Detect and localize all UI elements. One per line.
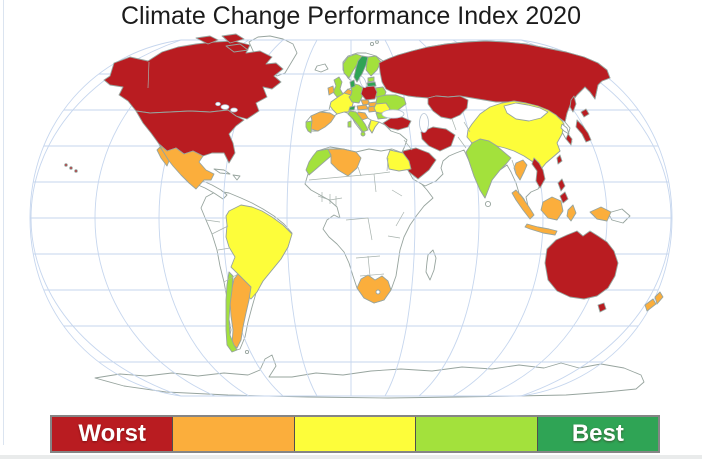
country-italy-sardinia [347,120,352,128]
country-philippines [557,178,566,192]
country-russia [378,40,611,123]
country-new-zealand-south [644,298,657,312]
country-indonesia-java [524,223,558,236]
country-japan-hokkaido [580,108,590,118]
country-indonesia-sulawesi [566,204,577,222]
country-greece [368,119,380,134]
country-vietnam [531,157,546,189]
landmass-svalbard2 [375,40,379,44]
country-brazil [225,204,293,300]
page-title: Climate Change Performance Index 2020 [121,2,581,30]
country-egypt [386,149,412,172]
landmass-svalbard [369,41,375,47]
internal-borders [147,61,517,283]
legend-bar: Worst Best [50,415,660,453]
country-thailand [513,159,528,181]
country-chile [225,271,238,353]
legend-segment-poor [173,417,295,451]
legend-best-label: Best [571,420,624,447]
landmass-cuba [213,168,231,175]
country-philippines-south [559,191,569,204]
landmass-falklands [244,349,250,355]
country-canada-arctic-islands [195,33,249,53]
sea-layer [215,75,429,133]
caspian-sea [419,113,429,133]
country-ireland [327,85,335,96]
country-italy [347,110,369,133]
country-denmark [349,79,356,89]
country-switzerland [348,105,356,111]
country-finland [365,55,382,77]
country-new-zealand-north [654,291,664,305]
landmass-mongolia [503,102,549,122]
great-lake-michigan [230,107,238,113]
country-usa-hawaii [64,163,68,167]
country-germany [348,83,364,104]
legend-segment-best: Best [537,417,659,451]
legend-segment-good [416,417,538,451]
great-lake-superior [220,104,230,110]
country-south-korea [565,133,573,146]
country-indonesia-papua [589,206,612,222]
country-indonesia-sumatra [511,189,535,220]
country-uk [332,76,344,98]
country-usa-hawaii [74,169,78,173]
great-lake-winnipeg [215,101,221,107]
country-taiwan [556,154,563,165]
baltic-sea [359,75,367,89]
country-mexico-baja [156,146,170,167]
landmass-sri-lanka [484,200,492,208]
landmass-lesotho [375,289,381,295]
landmass-north-korea [560,123,570,135]
landmass-madagascar [425,249,437,281]
black-sea [381,109,405,119]
legend-segment-medium [294,417,417,451]
country-layer [64,33,664,353]
country-australia-tasmania [597,302,607,313]
country-kazakhstan [427,95,469,120]
country-usa-hawaii [69,166,73,170]
landmass-antarctica [94,354,645,399]
country-spain [310,111,336,132]
country-south-africa [356,274,392,304]
projection-boundary [29,39,673,397]
country-portugal [305,120,313,134]
bottom-edge-strip [0,455,702,459]
country-estonia [367,76,375,83]
left-edge-line [3,0,4,445]
country-russia-sakhalin [569,95,577,113]
legend-segment-worst: Worst [52,417,174,451]
country-mexico [158,143,215,190]
country-iran [420,126,456,152]
country-austria [356,104,369,111]
country-japan-honshu [575,119,592,143]
landmass-iceland [314,63,329,73]
landmass-new-guinea-east [607,208,631,224]
country-algeria [327,148,362,177]
country-australia [544,230,619,300]
country-poland [360,85,378,101]
landmass-hispaniola [232,174,241,181]
country-indonesia-borneo [540,196,564,221]
legend-worst-label: Worst [78,420,146,447]
country-italy-sicily [360,131,366,137]
